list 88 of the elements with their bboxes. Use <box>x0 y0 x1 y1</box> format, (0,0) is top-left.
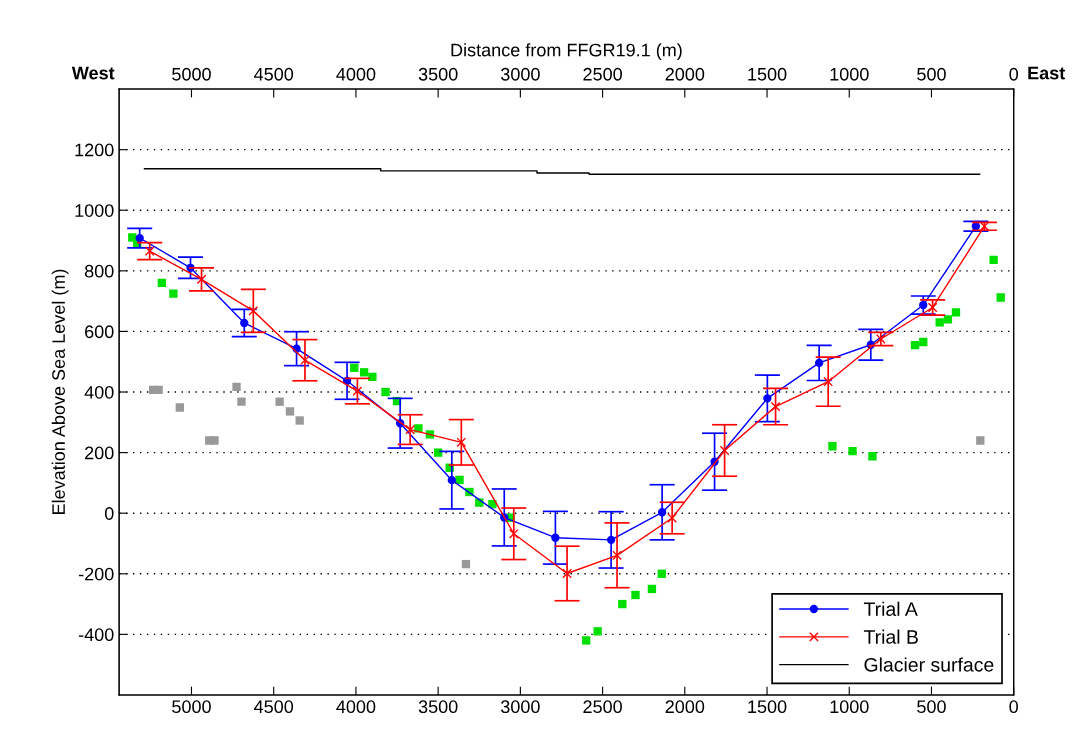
y-tick-label: 1200 <box>75 143 114 157</box>
point <box>368 372 377 382</box>
y-axis-title: Elevation Above Sea Level (m) <box>51 269 69 514</box>
point <box>359 368 369 377</box>
text: West <box>71 66 115 80</box>
point <box>456 437 467 448</box>
point <box>169 289 178 298</box>
point <box>381 387 390 397</box>
legend-label: Trial A <box>863 601 918 616</box>
point <box>433 448 443 457</box>
point <box>943 315 953 324</box>
point <box>976 436 985 445</box>
y-tick-label: 400 <box>84 385 114 399</box>
x-tick-label: 1500 <box>748 700 787 714</box>
y-tick-label: 1000 <box>75 204 114 217</box>
x-tick-label: 2000 <box>665 700 705 714</box>
y-tick-label: 200 <box>85 446 114 460</box>
point <box>144 246 155 257</box>
x2-tick-label: 0 <box>1009 67 1018 81</box>
x-tick-label: 500 <box>917 700 946 714</box>
x-tick-label: 4500 <box>254 700 294 714</box>
point <box>657 569 666 578</box>
point <box>210 436 219 445</box>
point <box>157 278 167 288</box>
point <box>300 355 310 366</box>
point <box>593 627 602 636</box>
point <box>581 636 591 645</box>
x-tick-label: 2500 <box>583 700 622 714</box>
x-tick-label: 3500 <box>418 700 458 714</box>
x2-tick-label: 2500 <box>583 67 622 81</box>
x-tick-label: 4000 <box>336 700 376 714</box>
point <box>935 318 944 327</box>
point <box>823 376 834 387</box>
point <box>989 255 998 265</box>
point <box>868 452 877 461</box>
point <box>232 382 241 392</box>
x2-tick-label: 5000 <box>172 67 211 81</box>
point <box>248 305 259 316</box>
point <box>828 442 837 451</box>
point <box>612 550 622 561</box>
point <box>667 513 678 523</box>
x2-tick-label: 3500 <box>418 67 458 81</box>
point <box>919 337 928 347</box>
x2-tick-label: 2000 <box>665 67 705 81</box>
point <box>285 407 295 416</box>
x2-tick-label: 500 <box>917 67 946 81</box>
legend-label: Glacier surface <box>864 657 994 672</box>
point <box>275 397 284 406</box>
point <box>996 293 1005 302</box>
point <box>175 403 184 412</box>
point <box>951 308 961 317</box>
point <box>647 584 657 594</box>
legend-label: Trial B <box>863 629 918 644</box>
x-tick-label: 5000 <box>172 700 211 714</box>
text: East <box>1028 66 1066 80</box>
point <box>770 401 781 412</box>
point <box>405 424 416 435</box>
point <box>848 446 857 456</box>
point <box>719 445 730 456</box>
y-tick-label: 600 <box>85 325 114 339</box>
point <box>154 385 163 395</box>
x-tick-label: 3000 <box>500 700 540 714</box>
point <box>910 340 920 350</box>
x-tick-label: 0 <box>1009 700 1018 714</box>
point <box>875 334 886 344</box>
point <box>562 568 572 579</box>
x-tick-label: 1000 <box>830 700 869 714</box>
point <box>508 528 519 539</box>
x2-tick-label: 1500 <box>748 67 787 81</box>
point <box>927 302 938 313</box>
y-tick-label: -400 <box>78 628 114 642</box>
x2-tick-label: 4500 <box>254 67 294 81</box>
point <box>350 363 359 372</box>
point <box>295 416 304 425</box>
x2-tick-label: 4000 <box>336 67 376 81</box>
y-tick-label: 0 <box>104 507 114 520</box>
x2-tick-label: 1000 <box>830 67 869 81</box>
point <box>455 475 464 485</box>
y-tick-label: -200 <box>78 567 114 581</box>
point <box>352 386 363 396</box>
point <box>237 397 246 406</box>
point <box>631 590 640 600</box>
point <box>461 559 471 569</box>
x2-axis-title: Distance from FFGR19.1 (m) <box>451 43 682 60</box>
y-tick-label: 800 <box>84 264 114 278</box>
point <box>618 599 627 609</box>
x2-tick-label: 3000 <box>500 67 540 81</box>
point <box>196 274 207 285</box>
